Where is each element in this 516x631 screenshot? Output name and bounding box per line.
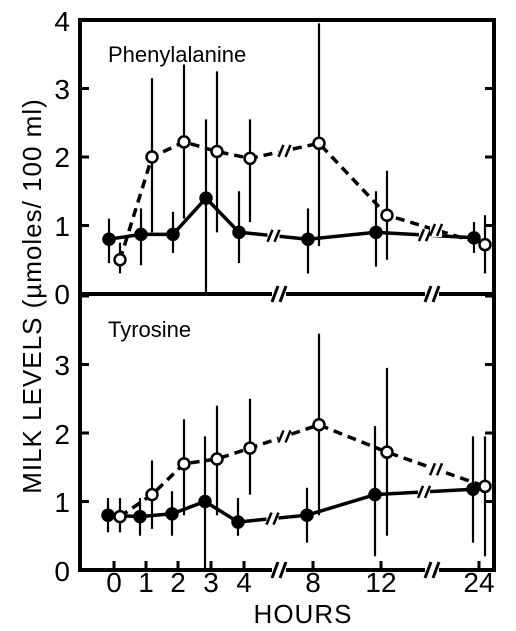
data-point-open bbox=[113, 509, 127, 524]
x-tick-label: 4 bbox=[236, 567, 252, 598]
data-point-open bbox=[210, 144, 224, 159]
axis-break-slash bbox=[278, 561, 288, 579]
line-break-slash bbox=[272, 512, 280, 526]
y-tick-label: 2 bbox=[54, 419, 70, 450]
axis-break-slash bbox=[278, 285, 288, 303]
data-point-open bbox=[177, 457, 191, 471]
data-point-filled bbox=[199, 191, 213, 205]
data-point-open bbox=[210, 452, 224, 466]
line-break-slash bbox=[428, 223, 437, 237]
data-point-filled bbox=[231, 515, 245, 529]
line-break-slash bbox=[435, 462, 444, 476]
x-tick-labels: 0 1 2 3 4 8 12 24 bbox=[106, 567, 494, 598]
x-tick-label: 1 bbox=[138, 567, 154, 598]
y-tick-labels-top: 0 1 2 3 4 bbox=[54, 6, 70, 310]
data-point-filled bbox=[198, 494, 212, 509]
data-point-open bbox=[243, 151, 257, 166]
phenylalanine-panel bbox=[102, 23, 492, 294]
line-break-slash bbox=[277, 144, 285, 158]
tyrosine-panel bbox=[101, 333, 492, 570]
data-point-filled bbox=[300, 508, 314, 522]
line-break-slash bbox=[273, 229, 281, 243]
x-tick-label: 24 bbox=[463, 567, 494, 598]
axis-break-slash bbox=[431, 285, 441, 303]
dashed-series-line bbox=[119, 422, 486, 519]
data-point-open bbox=[243, 441, 257, 455]
line-break-slash bbox=[416, 485, 425, 499]
y-tick-label: 1 bbox=[54, 211, 70, 242]
data-point-filled bbox=[134, 227, 148, 242]
x-tick-label: 12 bbox=[365, 567, 396, 598]
data-point-filled bbox=[466, 482, 480, 496]
data-point-filled bbox=[165, 507, 179, 521]
data-point-filled bbox=[102, 232, 116, 246]
panel-title-tyrosine: Tyrosine bbox=[108, 317, 191, 342]
line-break-slash bbox=[265, 512, 273, 526]
data-point-open bbox=[145, 487, 159, 502]
data-point-filled bbox=[101, 508, 115, 522]
data-point-filled bbox=[232, 225, 246, 240]
x-tick-label: 8 bbox=[305, 567, 321, 598]
x-tick-label: 2 bbox=[170, 567, 186, 598]
line-break-slash bbox=[277, 429, 285, 443]
data-point-filled bbox=[369, 225, 383, 240]
data-point-open bbox=[312, 136, 326, 151]
data-point-open bbox=[478, 479, 492, 494]
data-point-filled bbox=[368, 487, 382, 502]
y-tick-labels-bottom: 0 1 2 3 bbox=[54, 350, 70, 587]
data-point-filled bbox=[166, 227, 180, 242]
x-axis-title: HOURS bbox=[254, 599, 353, 629]
y-tick-label: 4 bbox=[54, 6, 70, 37]
data-point-open bbox=[312, 418, 326, 432]
y-tick-label: 2 bbox=[54, 142, 70, 173]
data-point-open bbox=[380, 445, 394, 459]
line-break-slash bbox=[284, 429, 292, 443]
panel-title-phenylalanine: Phenylalanine bbox=[108, 42, 246, 67]
axis-break-slash bbox=[270, 285, 280, 303]
y-tick-label: 0 bbox=[54, 279, 70, 310]
data-point-open bbox=[380, 208, 394, 222]
y-axis-title: MILK LEVELS (µmoles/ 100 ml) bbox=[17, 98, 47, 494]
data-point-open bbox=[177, 135, 191, 149]
data-point-open bbox=[145, 150, 159, 164]
line-break-slash bbox=[435, 223, 444, 237]
data-point-open bbox=[478, 237, 492, 252]
data-point-filled bbox=[301, 232, 315, 246]
axis-break-slash bbox=[423, 285, 433, 303]
line-break-slash bbox=[284, 144, 292, 158]
line-break-slash bbox=[423, 485, 432, 499]
y-tick-label: 3 bbox=[54, 350, 70, 381]
data-point-filled bbox=[133, 509, 147, 524]
y-tick-label: 3 bbox=[54, 74, 70, 105]
line-break-slash bbox=[266, 229, 274, 243]
y-tick-label: 0 bbox=[54, 556, 70, 587]
data-point-open bbox=[113, 253, 127, 267]
line-break-slash bbox=[428, 462, 437, 476]
axis-break-marks bbox=[270, 285, 441, 579]
x-tick-label: 3 bbox=[203, 567, 219, 598]
axis-break-slash bbox=[423, 561, 433, 579]
y-tick-label: 1 bbox=[54, 487, 70, 518]
tick-marks bbox=[80, 18, 494, 572]
axis-break-slash bbox=[270, 561, 280, 579]
x-tick-label: 0 bbox=[106, 567, 122, 598]
line-break-slash bbox=[417, 228, 426, 242]
axis-break-slash bbox=[431, 561, 441, 579]
